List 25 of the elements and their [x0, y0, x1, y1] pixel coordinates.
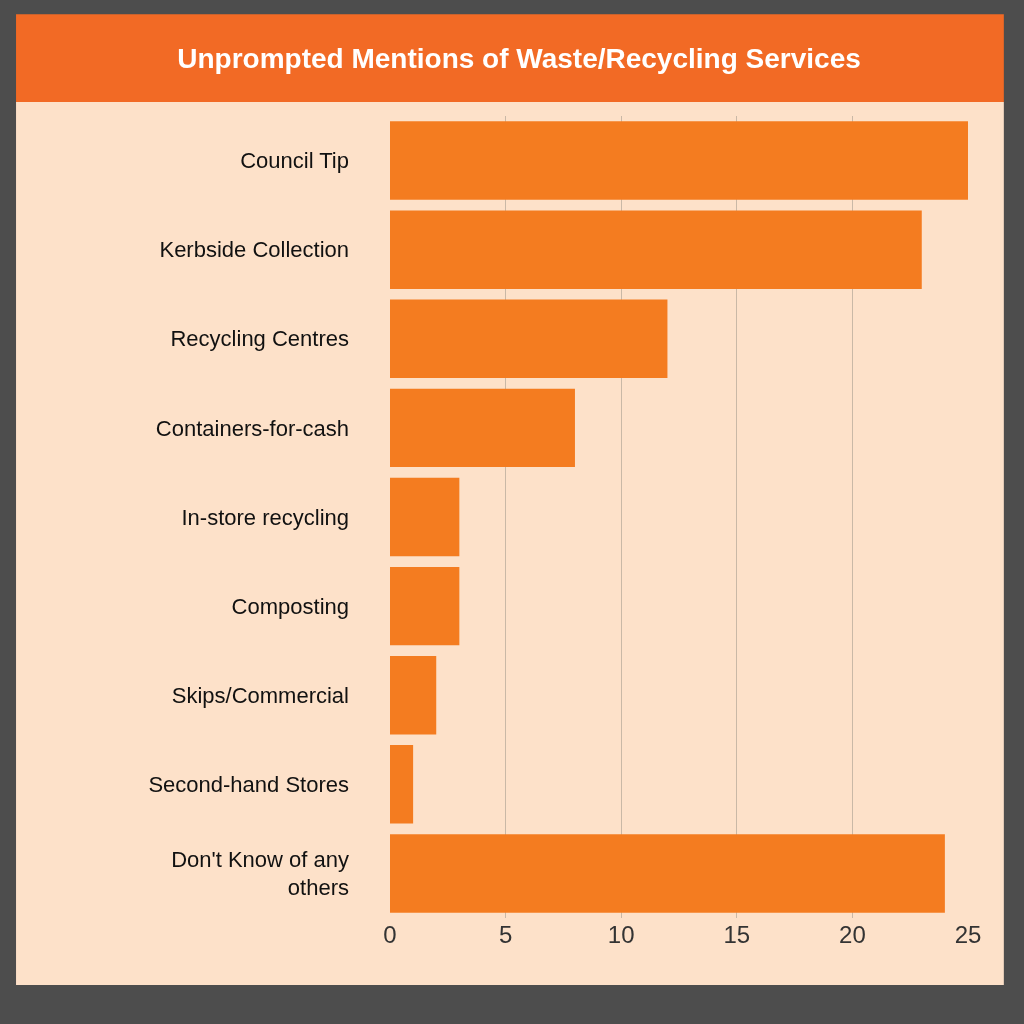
bar	[390, 299, 668, 378]
y-tick-label: Kerbside Collection	[159, 237, 349, 263]
bar	[390, 121, 968, 200]
bar	[390, 388, 575, 468]
y-tick-label: Second-hand Stores	[148, 772, 349, 798]
y-tick-label: In-store recycling	[181, 504, 349, 530]
y-tick-label: Don't Know of any others	[171, 846, 349, 901]
bar	[390, 656, 437, 735]
y-tick-label: Composting	[231, 593, 349, 619]
bar	[390, 210, 922, 289]
x-tick-label: 0	[383, 921, 397, 948]
y-tick-label: Recycling Centres	[170, 326, 349, 352]
bar	[390, 566, 460, 646]
x-tick-label: 15	[723, 921, 751, 948]
chart-title: Unprompted Mentions of Waste/Recycling Services	[177, 42, 861, 74]
x-tick-label: 20	[839, 921, 866, 948]
y-tick-label: Containers-for-cash	[155, 415, 349, 441]
x-tick-label: 25	[954, 921, 982, 948]
x-tick-label: 10	[607, 921, 635, 948]
x-tick-label: 5	[498, 921, 513, 948]
bar	[390, 745, 414, 824]
y-tick-label: Skips/Commercial	[171, 682, 349, 708]
bar	[390, 834, 945, 913]
y-tick-label: Council Tip	[240, 148, 349, 174]
bar	[390, 477, 460, 557]
